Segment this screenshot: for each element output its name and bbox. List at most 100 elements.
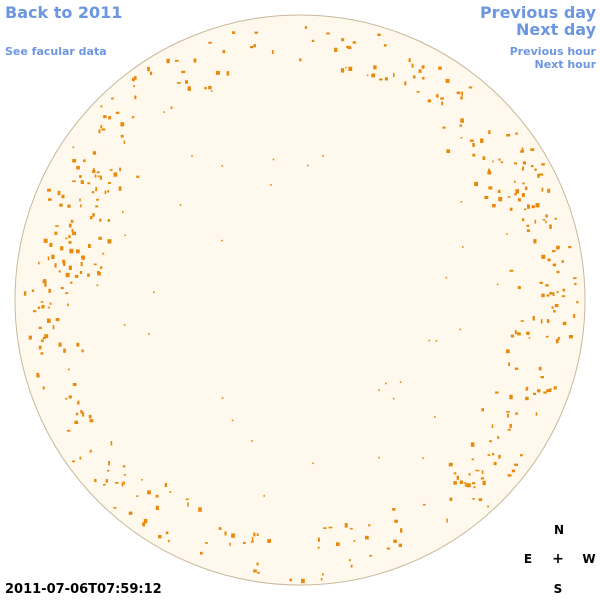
facula-spot xyxy=(63,348,66,353)
facula-spot xyxy=(61,194,65,199)
facula-spot xyxy=(98,129,101,134)
facula-spot xyxy=(47,256,50,261)
facula-spot xyxy=(481,470,484,474)
facula-spot xyxy=(568,246,572,249)
facula-spot xyxy=(470,442,475,447)
facula-spot xyxy=(348,66,353,71)
facula-spot xyxy=(41,305,45,309)
facula-spot xyxy=(76,249,80,254)
facula-spot xyxy=(67,204,71,208)
facula-spot xyxy=(573,314,576,319)
facula-spot xyxy=(462,246,464,248)
facula-spot xyxy=(44,282,47,287)
facula-spot xyxy=(481,408,484,412)
facula-spot xyxy=(65,272,70,278)
facula-spot xyxy=(459,124,463,127)
compass-south-label: S xyxy=(553,582,563,596)
facula-spot xyxy=(124,234,126,237)
facula-spot xyxy=(123,140,126,144)
facula-spot xyxy=(37,306,41,309)
facula-spot xyxy=(515,412,518,415)
facula-spot xyxy=(495,391,499,394)
facula-spot xyxy=(422,76,425,80)
facula-spot xyxy=(69,241,72,244)
next-day-link[interactable]: Next day xyxy=(516,20,596,39)
facula-spot xyxy=(493,461,497,466)
facula-spot xyxy=(527,204,530,209)
facula-spot xyxy=(167,539,170,543)
compass-west-label: W xyxy=(582,552,596,566)
facula-spot xyxy=(373,65,377,70)
facula-spot xyxy=(229,542,231,546)
facula-spot xyxy=(149,71,153,75)
facula-spot xyxy=(100,105,103,108)
facula-spot xyxy=(67,303,69,306)
facula-spot xyxy=(65,292,69,294)
back-to-year-link[interactable]: Back to 2011 xyxy=(5,3,123,22)
see-facular-data-link[interactable]: See facular data xyxy=(5,45,107,58)
facula-spot xyxy=(95,205,99,208)
facula-spot xyxy=(256,533,259,536)
facula-spot xyxy=(122,465,126,468)
facula-spot xyxy=(89,449,92,453)
facula-spot xyxy=(445,78,450,83)
facula-spot xyxy=(551,306,554,309)
facula-spot xyxy=(104,190,107,194)
facula-spot xyxy=(353,540,356,542)
facula-spot xyxy=(80,262,83,267)
facula-spot xyxy=(392,508,396,511)
facula-spot xyxy=(72,180,76,183)
facula-spot xyxy=(496,283,499,286)
facula-spot xyxy=(532,316,535,321)
facula-spot xyxy=(185,80,188,84)
next-hour-link[interactable]: Next hour xyxy=(534,58,597,71)
facula-spot xyxy=(72,460,76,463)
previous-hour-link[interactable]: Previous hour xyxy=(509,45,596,58)
facula-spot xyxy=(253,532,256,537)
facula-spot xyxy=(542,219,546,221)
facula-spot xyxy=(478,498,483,501)
facula-spot xyxy=(394,519,398,523)
facula-spot xyxy=(76,342,80,347)
facula-spot xyxy=(491,424,494,428)
facula-spot xyxy=(181,70,186,74)
facula-spot xyxy=(81,255,85,260)
facula-spot xyxy=(475,469,480,472)
facula-spot xyxy=(549,224,552,229)
facula-spot xyxy=(489,440,492,443)
facula-spot xyxy=(557,337,560,340)
facula-spot xyxy=(320,578,323,581)
facula-spot xyxy=(522,161,526,165)
facula-spot xyxy=(508,362,510,366)
facula-spot xyxy=(497,436,500,439)
facula-spot xyxy=(103,115,107,119)
facula-spot xyxy=(191,155,193,157)
facula-spot xyxy=(552,250,556,253)
facula-spot xyxy=(79,175,82,178)
facula-spot xyxy=(49,242,53,247)
facula-spot xyxy=(31,289,35,292)
facula-spot xyxy=(58,270,61,273)
facula-spot xyxy=(543,391,547,394)
facula-spot xyxy=(133,76,137,80)
facula-spot xyxy=(541,293,545,298)
facula-spot xyxy=(54,263,57,268)
facula-spot xyxy=(525,186,528,191)
facula-spot xyxy=(23,291,27,296)
previous-day-link[interactable]: Previous day xyxy=(479,3,596,22)
facula-spot xyxy=(541,187,544,192)
facula-spot xyxy=(498,196,503,202)
facula-spot xyxy=(106,469,110,472)
facula-spot xyxy=(270,184,272,186)
facula-spot xyxy=(456,475,459,480)
facula-spot xyxy=(109,169,113,171)
facula-spot xyxy=(92,151,97,155)
facula-spot xyxy=(257,571,260,574)
facula-spot xyxy=(208,41,212,44)
facula-spot xyxy=(487,505,490,508)
facula-spot xyxy=(55,318,60,322)
facula-spot xyxy=(74,420,79,424)
facula-spot xyxy=(366,74,369,77)
facula-spot xyxy=(147,66,150,72)
facula-spot xyxy=(472,143,475,147)
